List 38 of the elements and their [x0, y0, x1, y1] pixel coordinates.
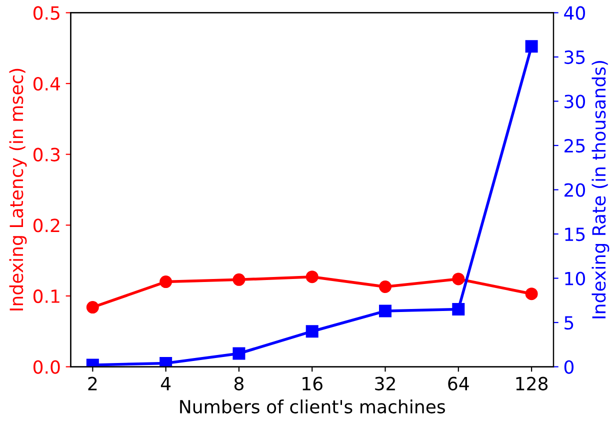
y2-tick-label: 40: [564, 6, 585, 20]
y2-tick-label: 10: [565, 272, 585, 286]
point: [452, 272, 465, 286]
point: [525, 40, 538, 53]
point: [379, 280, 392, 293]
y-tick-label: 0.1: [33, 289, 60, 304]
point: [232, 273, 246, 286]
y-tick-label: 0.5: [33, 6, 60, 20]
y2-tick-label: 30: [564, 94, 585, 108]
y-tick-label: 0.2: [33, 218, 60, 232]
point: [232, 347, 246, 360]
y2-axis-title: Indexing Rate (in thousands): [592, 61, 610, 318]
y-axis-title: Indexing Latency (in msec): [9, 68, 27, 310]
point: [160, 276, 172, 288]
point: [452, 302, 465, 316]
y2-tick-label: 5: [564, 316, 574, 330]
x-axis-title: Numbers of client's machines: [180, 400, 445, 414]
point: [379, 304, 392, 318]
point: [160, 356, 172, 367]
y2-tick-label: 15: [565, 228, 585, 242]
point: [525, 288, 538, 300]
point: [306, 270, 318, 284]
x-tick-label: 32: [375, 376, 395, 390]
x-tick-label: 16: [302, 376, 322, 390]
x-tick-label: 128: [516, 376, 548, 390]
x-tick-label: 8: [234, 376, 244, 390]
x-tick-label: 64: [448, 376, 469, 390]
y2-tick-label: 0: [564, 360, 574, 374]
y2-tick-label: 25: [564, 138, 585, 153]
point: [306, 325, 318, 338]
x-tick-label: 2: [88, 376, 97, 390]
y-tick-label: 0.3: [33, 148, 60, 162]
x-tick-label: 4: [160, 377, 171, 390]
y2-tick-label: 20: [564, 183, 585, 197]
y2-tick-label: 35: [564, 50, 585, 64]
y-tick-label: 0.0: [33, 360, 60, 374]
point: [86, 301, 99, 314]
y-tick-label: 0.4: [33, 76, 60, 91]
